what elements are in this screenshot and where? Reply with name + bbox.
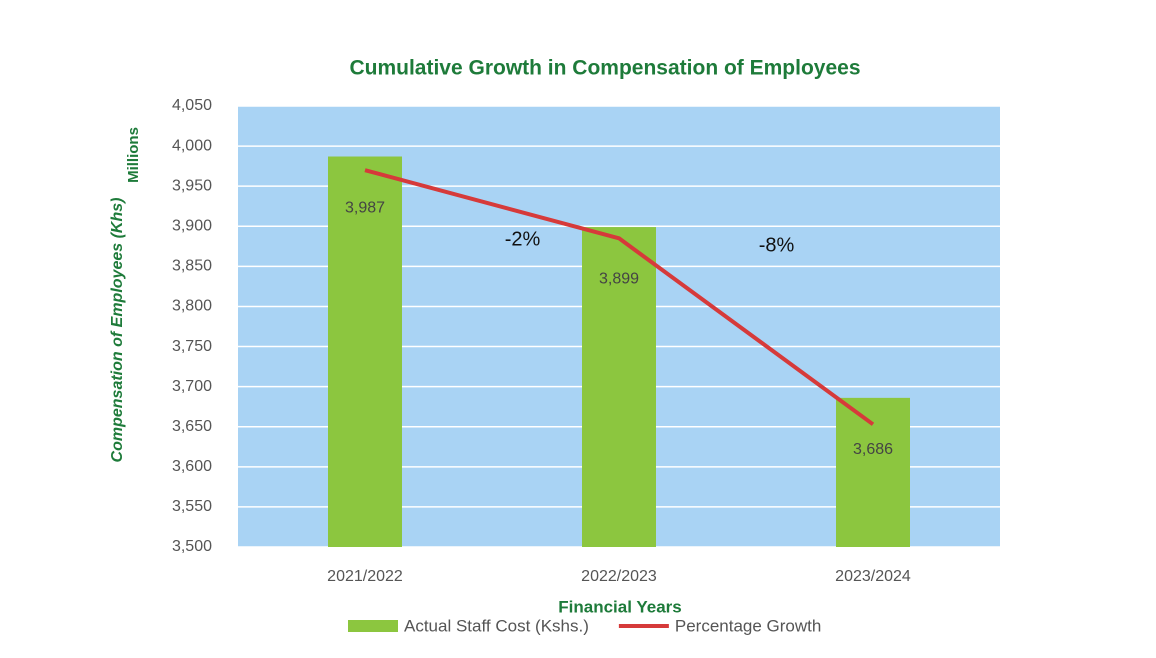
data-label: 3,899 [599, 270, 639, 287]
x-tick-label: 2022/2023 [581, 568, 657, 585]
annotation: -2% [505, 228, 541, 250]
y-tick-label: 3,650 [172, 418, 212, 435]
bar [836, 397, 910, 547]
legend-swatch [348, 620, 398, 632]
y-tick-label: 3,850 [172, 258, 212, 275]
y-axis-label: Compensation of Employees (Khs) [109, 198, 126, 463]
data-label: 3,987 [345, 200, 385, 217]
bar [328, 156, 402, 548]
x-tick-label: 2023/2024 [835, 568, 911, 585]
x-tick-label: 2021/2022 [327, 568, 403, 585]
legend-label: Percentage Growth [675, 616, 821, 635]
y-tick-label: 3,600 [172, 458, 212, 475]
x-axis-label: Financial Years [558, 597, 681, 616]
y-tick-label: 3,550 [172, 498, 212, 515]
y-tick-label: 3,500 [172, 538, 212, 555]
bar [582, 227, 656, 548]
y-tick-label: 3,800 [172, 298, 212, 315]
data-label: 3,686 [853, 441, 893, 458]
y-axis-unit: Millions [125, 127, 142, 183]
y-tick-label: 3,700 [172, 378, 212, 395]
line [364, 168, 875, 426]
y-tick-label: 4,050 [172, 97, 212, 114]
y-tick-label: 3,900 [172, 217, 212, 234]
y-tick-label: 3,950 [172, 177, 212, 194]
annotation: -8% [759, 234, 795, 256]
y-tick-label: 4,000 [172, 137, 212, 154]
legend-label: Actual Staff Cost (Kshs.) [404, 616, 589, 635]
y-tick-label: 3,750 [172, 338, 212, 355]
chart-title: Cumulative Growth in Compensation of Emp… [349, 57, 860, 80]
